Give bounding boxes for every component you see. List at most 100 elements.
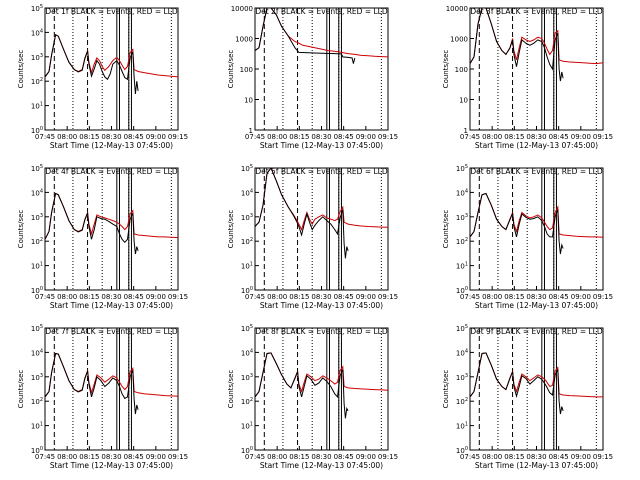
y-tick-label: 104: [241, 348, 253, 357]
x-tick-label: 08:00: [57, 133, 77, 141]
y-axis-label: Counts/sec: [227, 210, 235, 249]
y-tick-label: 105: [456, 324, 468, 333]
x-tick-label: 07:45: [35, 453, 55, 461]
x-tick-label: 08:15: [289, 453, 309, 461]
y-tick-label: 100: [456, 286, 468, 295]
y-tick-label: 104: [31, 188, 43, 197]
y-tick-label: 105: [241, 324, 253, 333]
y-tick-label: 103: [241, 213, 253, 222]
x-tick-label: 09:00: [571, 293, 591, 301]
x-tick-label: 08:15: [504, 453, 524, 461]
y-tick-label: 103: [456, 213, 468, 222]
x-tick-label: 08:00: [482, 293, 502, 301]
y-axis-label: Counts/sec: [442, 370, 450, 409]
x-axis-label: Start Time (12-May-13 07:45:00): [260, 141, 383, 150]
x-tick-label: 09:15: [378, 453, 398, 461]
series-line-events: [255, 168, 349, 259]
series-line-events: [470, 352, 564, 415]
x-tick-label: 07:45: [245, 293, 265, 301]
x-tick-label: 08:15: [79, 453, 99, 461]
x-tick-label: 08:30: [101, 133, 121, 141]
plot-frame: [254, 167, 389, 291]
y-tick-label: 10: [459, 97, 468, 105]
x-tick-label: 09:00: [356, 133, 376, 141]
y-tick-label: 102: [31, 237, 43, 246]
chart-panel-6: 100 101 102 103 104 105 07:45 08:00 08:15 08:30 08…: [442, 164, 613, 310]
y-tick-label: 105: [31, 4, 43, 13]
y-tick-label: 100: [455, 66, 468, 74]
x-axis-label: Start Time (12-May-13 07:45:00): [475, 141, 598, 150]
plot-frame: [469, 327, 604, 451]
y-tick-label: 103: [31, 373, 43, 382]
x-tick-label: 08:15: [79, 293, 99, 301]
x-tick-label: 08:15: [289, 293, 309, 301]
x-tick-label: 09:15: [378, 133, 398, 141]
y-tick-label: 101: [241, 422, 253, 431]
x-tick-label: 09:15: [593, 133, 613, 141]
y-tick-label: 1: [249, 127, 253, 135]
x-tick-label: 08:30: [101, 453, 121, 461]
chart-title: Det 4f BLACK = Events, RED = LLD: [45, 167, 178, 176]
chart-panel-9: 100 101 102 103 104 105 07:45 08:00 08:15 08:30 08…: [442, 324, 613, 470]
y-tick-label: 1000: [235, 36, 253, 44]
x-tick-label: 07:45: [245, 453, 265, 461]
chart-title: Det 6f BLACK = Events, RED = LLD: [470, 167, 603, 176]
chart-title: Det 9f BLACK = Events, RED = LLD: [470, 327, 603, 336]
x-tick-label: 09:00: [571, 453, 591, 461]
y-tick-label: 102: [456, 237, 468, 246]
x-tick-label: 07:45: [460, 133, 480, 141]
x-tick-label: 08:30: [526, 133, 546, 141]
series-line-lld: [470, 192, 603, 238]
y-tick-label: 100: [31, 446, 43, 455]
x-axis-label: Start Time (12-May-13 07:45:00): [475, 461, 598, 470]
x-tick-label: 08:00: [482, 133, 502, 141]
x-tick-label: 07:45: [460, 293, 480, 301]
x-tick-label: 09:15: [378, 293, 398, 301]
y-tick-label: 101: [31, 422, 43, 431]
x-tick-label: 09:15: [168, 453, 188, 461]
y-tick-label: 100: [241, 446, 253, 455]
chart-title: Det 3f BLACK = Events, RED = LLD: [470, 7, 603, 16]
x-tick-label: 07:45: [35, 293, 55, 301]
chart-panel-1: 100 101 102 103 104 105 07:45 08:00 08:15 08:30 08…: [17, 4, 188, 150]
y-tick-label: 101: [456, 262, 468, 271]
y-tick-label: 102: [31, 397, 43, 406]
y-tick-label: 104: [241, 188, 253, 197]
chart-panel-7: 100 101 102 103 104 105 07:45 08:00 08:15 08:30 08…: [17, 324, 188, 470]
x-axis-label: Start Time (12-May-13 07:45:00): [260, 301, 383, 310]
x-tick-label: 09:15: [593, 293, 613, 301]
y-tick-label: 103: [456, 373, 468, 382]
y-axis-label: Counts/sec: [442, 50, 450, 89]
plot-frame: [44, 327, 179, 451]
x-tick-label: 08:15: [79, 133, 99, 141]
series-line-events: [255, 352, 349, 419]
y-tick-label: 103: [241, 373, 253, 382]
x-axis-label: Start Time (12-May-13 07:45:00): [50, 301, 173, 310]
y-tick-label: 103: [31, 213, 43, 222]
series-line-events: [255, 8, 356, 64]
x-tick-label: 08:15: [504, 133, 524, 141]
y-tick-label: 100: [31, 126, 43, 135]
x-tick-label: 09:00: [146, 293, 166, 301]
x-tick-label: 08:30: [311, 133, 331, 141]
x-tick-label: 08:30: [526, 293, 546, 301]
y-tick-label: 101: [31, 262, 43, 271]
x-tick-label: 09:00: [571, 133, 591, 141]
y-tick-label: 105: [456, 164, 468, 173]
series-line-events: [470, 192, 564, 255]
x-tick-label: 08:30: [526, 453, 546, 461]
series-line-lld: [45, 352, 178, 398]
y-tick-label: 104: [456, 348, 468, 357]
series-line-lld: [45, 192, 178, 240]
series-line-events: [470, 8, 564, 82]
y-tick-label: 10: [244, 97, 253, 105]
y-axis-label: Counts/sec: [227, 370, 235, 409]
plot-frame: [469, 7, 604, 131]
chart-panel-8: 100 101 102 103 104 105 07:45 08:00 08:15 08:30 08…: [227, 324, 398, 470]
series-line-events: [45, 352, 139, 415]
y-tick-label: 103: [31, 53, 43, 62]
y-tick-label: 104: [31, 28, 43, 37]
series-line-events: [45, 34, 139, 95]
x-tick-label: 08:00: [482, 453, 502, 461]
chart-title: Det 2f BLACK = Events, RED = LLD: [255, 7, 388, 16]
